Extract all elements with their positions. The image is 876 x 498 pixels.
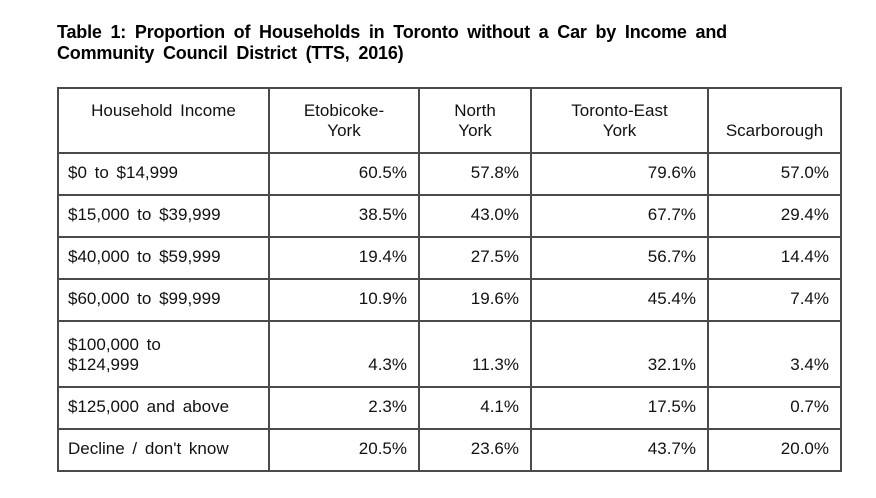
value-cell: 0.7% <box>707 386 842 430</box>
households-without-car-table: Household Income Etobicoke- York North Y… <box>57 87 842 472</box>
income-cell: $60,000 to $99,999 <box>57 278 270 322</box>
value-cell: 29.4% <box>707 194 842 238</box>
table-caption-line-1: Table 1: Proportion of Households in Tor… <box>57 22 727 42</box>
value-cell: 67.7% <box>530 194 709 238</box>
income-cell: Decline / don't know <box>57 428 270 472</box>
column-header-toronto-east-york: Toronto-East York <box>530 87 709 154</box>
value-cell: 20.0% <box>707 428 842 472</box>
income-cell: $0 to $14,999 <box>57 152 270 196</box>
value-cell: 19.6% <box>418 278 532 322</box>
income-cell: $100,000 to $124,999 <box>57 320 270 388</box>
table-row: $60,000 to $99,999 10.9% 19.6% 45.4% 7.4… <box>57 278 842 322</box>
value-cell: 32.1% <box>530 320 709 388</box>
value-cell: 79.6% <box>530 152 709 196</box>
table-row: $40,000 to $59,999 19.4% 27.5% 56.7% 14.… <box>57 236 842 280</box>
value-cell: 27.5% <box>418 236 532 280</box>
table-caption-line-2: Community Council District (TTS, 2016) <box>57 43 404 63</box>
value-cell: 20.5% <box>268 428 420 472</box>
column-header-household-income: Household Income <box>57 87 270 154</box>
value-cell: 19.4% <box>268 236 420 280</box>
value-cell: 23.6% <box>418 428 532 472</box>
value-cell: 14.4% <box>707 236 842 280</box>
table-row: Decline / don't know 20.5% 23.6% 43.7% 2… <box>57 428 842 472</box>
value-cell: 17.5% <box>530 386 709 430</box>
table-row: $15,000 to $39,999 38.5% 43.0% 67.7% 29.… <box>57 194 842 238</box>
table-row: $0 to $14,999 60.5% 57.8% 79.6% 57.0% <box>57 152 842 196</box>
value-cell: 3.4% <box>707 320 842 388</box>
value-cell: 60.5% <box>268 152 420 196</box>
value-cell: 56.7% <box>530 236 709 280</box>
table-row: $125,000 and above 2.3% 4.1% 17.5% 0.7% <box>57 386 842 430</box>
column-header-etobicoke-york: Etobicoke- York <box>268 87 420 154</box>
value-cell: 45.4% <box>530 278 709 322</box>
value-cell: 43.0% <box>418 194 532 238</box>
value-cell: 38.5% <box>268 194 420 238</box>
income-cell: $15,000 to $39,999 <box>57 194 270 238</box>
income-cell: $125,000 and above <box>57 386 270 430</box>
value-cell: 2.3% <box>268 386 420 430</box>
value-cell: 10.9% <box>268 278 420 322</box>
value-cell: 11.3% <box>418 320 532 388</box>
value-cell: 57.8% <box>418 152 532 196</box>
value-cell: 4.1% <box>418 386 532 430</box>
column-header-scarborough: Scarborough <box>707 87 842 154</box>
value-cell: 7.4% <box>707 278 842 322</box>
header-row: Household Income Etobicoke- York North Y… <box>57 87 842 154</box>
value-cell: 43.7% <box>530 428 709 472</box>
column-header-north-york: North York <box>418 87 532 154</box>
income-cell: $40,000 to $59,999 <box>57 236 270 280</box>
value-cell: 4.3% <box>268 320 420 388</box>
table-caption: Table 1: Proportion of Households in Tor… <box>57 22 837 64</box>
value-cell: 57.0% <box>707 152 842 196</box>
table-row: $100,000 to $124,999 4.3% 11.3% 32.1% 3.… <box>57 320 842 388</box>
